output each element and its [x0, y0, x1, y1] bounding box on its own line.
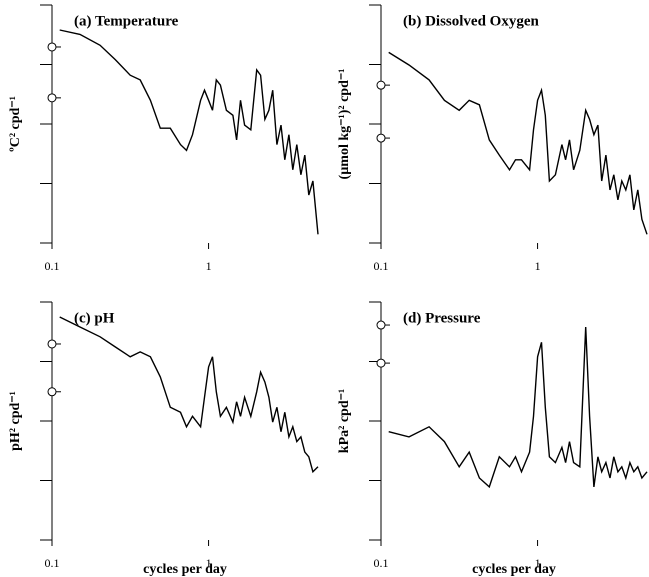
y-axis-label: pH² cpd⁻¹	[8, 391, 23, 451]
x-axis-label: cycles per day	[472, 562, 556, 577]
x-tick-label: 0.1	[45, 259, 60, 273]
panel-title: (b) Dissolved Oxygen	[403, 13, 540, 29]
spectrum-line	[59, 316, 319, 474]
panel-title: (a) Temperature	[74, 13, 179, 29]
y-axis-label: (µmol kg⁻¹)² cpd⁻¹	[337, 69, 352, 180]
panel: 0.1 1 (c) pH pH² cpd⁻¹ cycles per day	[8, 301, 319, 577]
panel-title: (c) pH	[74, 310, 115, 326]
x-tick-label: 1	[206, 556, 212, 570]
ci-marker	[376, 358, 386, 368]
x-axis-label: cycles per day	[143, 562, 227, 577]
ci-marker	[376, 80, 386, 90]
panel: 0.1 1 (b) Dissolved Oxygen (µmol kg⁻¹)² cpd…	[337, 4, 648, 273]
x-tick-label: 0.1	[374, 259, 389, 273]
panel-title: (d) Pressure	[403, 310, 481, 326]
ci-marker	[47, 339, 57, 349]
y-axis-label: kPa² cpd⁻¹	[337, 389, 352, 453]
spectrum-line	[388, 51, 648, 235]
ci-marker	[47, 93, 57, 103]
x-tick-label: 0.1	[45, 556, 60, 570]
ci-marker	[376, 133, 386, 143]
ci-marker	[47, 387, 57, 397]
y-axis-label: ºC² cpd⁻¹	[8, 96, 23, 152]
ci-marker	[376, 320, 386, 330]
ci-marker	[47, 42, 57, 52]
x-tick-label: 0.1	[374, 556, 389, 570]
x-tick-label: 1	[535, 259, 541, 273]
x-tick-label: 1	[206, 259, 212, 273]
spectrum-line	[388, 326, 648, 489]
spectrum-line	[59, 29, 319, 235]
panel: 0.1 1 (a) Temperature ºC² cpd⁻¹	[8, 4, 319, 273]
x-tick-label: 1	[535, 556, 541, 570]
panel: 0.1 1 (d) Pressure kPa² cpd⁻¹ cycles per day	[337, 301, 648, 577]
